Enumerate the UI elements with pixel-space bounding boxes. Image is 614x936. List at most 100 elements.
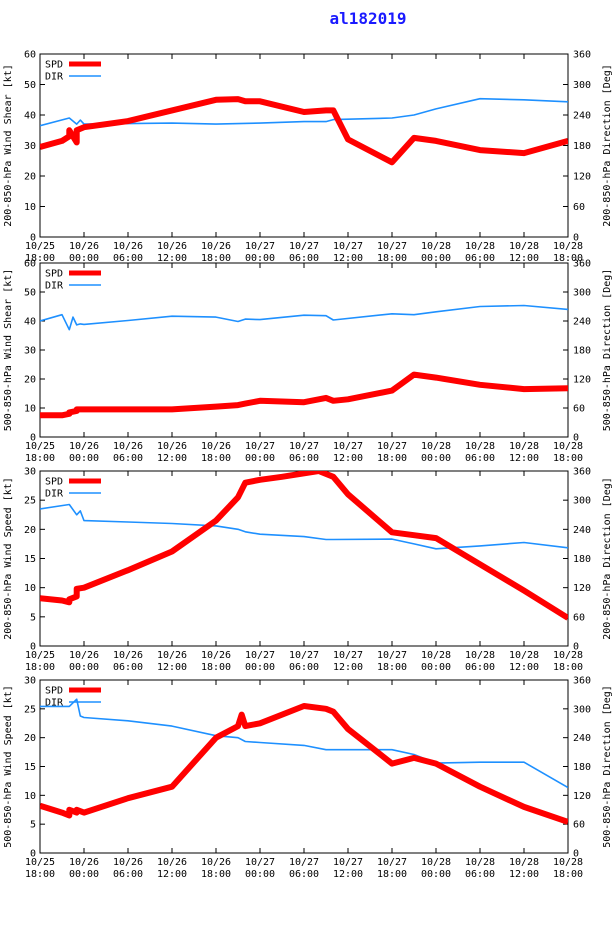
y-tick-label: 10 — [24, 404, 36, 415]
y-tick-label: 50 — [24, 288, 36, 299]
x-tick-label: 12:00 — [157, 662, 187, 673]
x-tick-label: 10/26 — [69, 441, 99, 452]
x-tick-label: 10/25 — [25, 241, 55, 252]
y2-tick-label: 360 — [573, 676, 591, 687]
x-tick-label: 10/26 — [69, 857, 99, 868]
y2-axis-label: 500-850-hPa Direction [Deg] — [602, 685, 613, 848]
y-tick-label: 60 — [24, 50, 36, 61]
y-axis-label: 200-850-hPa Wind Speed [kt] — [3, 477, 14, 640]
x-tick-label: 12:00 — [509, 662, 539, 673]
y2-tick-label: 360 — [573, 50, 591, 61]
x-tick-label: 10/27 — [245, 857, 275, 868]
x-tick-label: 00:00 — [421, 662, 451, 673]
x-tick-label: 18:00 — [25, 869, 55, 880]
y-tick-label: 50 — [24, 80, 36, 91]
x-tick-label: 06:00 — [289, 253, 319, 264]
x-tick-label: 00:00 — [245, 253, 275, 264]
x-tick-label: 10/27 — [333, 441, 363, 452]
y2-tick-label: 120 — [573, 791, 591, 802]
x-tick-label: 00:00 — [421, 869, 451, 880]
y-tick-label: 25 — [24, 704, 36, 715]
y2-tick-label: 240 — [573, 733, 591, 744]
y-tick-label: 40 — [24, 317, 36, 328]
x-tick-label: 12:00 — [333, 869, 363, 880]
y-tick-label: 40 — [24, 111, 36, 122]
x-tick-label: 10/27 — [377, 241, 407, 252]
x-tick-label: 06:00 — [289, 453, 319, 464]
x-tick-label: 10/27 — [377, 441, 407, 452]
x-tick-label: 10/26 — [201, 441, 231, 452]
y-tick-label: 10 — [24, 583, 36, 594]
x-tick-label: 06:00 — [113, 869, 143, 880]
y2-tick-label: 60 — [573, 202, 585, 213]
x-tick-label: 18:00 — [201, 662, 231, 673]
x-tick-label: 06:00 — [465, 253, 495, 264]
legend-label: DIR — [45, 698, 64, 709]
y2-tick-label: 0 — [573, 233, 579, 244]
y2-tick-label: 120 — [573, 583, 591, 594]
x-tick-label: 18:00 — [25, 253, 55, 264]
y-tick-label: 15 — [24, 762, 36, 773]
series-line-dir — [40, 97, 568, 127]
x-tick-label: 10/26 — [157, 857, 187, 868]
y2-axis-label: 500-850-hPa Direction [Deg] — [602, 269, 613, 432]
x-tick-label: 10/27 — [377, 650, 407, 661]
y-tick-label: 30 — [24, 346, 36, 357]
x-tick-label: 18:00 — [553, 453, 583, 464]
y2-tick-label: 300 — [573, 704, 591, 715]
x-tick-label: 00:00 — [69, 253, 99, 264]
y2-tick-label: 0 — [573, 849, 579, 860]
x-tick-label: 10/27 — [333, 241, 363, 252]
y2-tick-label: 360 — [573, 467, 591, 478]
x-tick-label: 00:00 — [69, 662, 99, 673]
x-tick-label: 12:00 — [333, 662, 363, 673]
x-tick-label: 12:00 — [157, 453, 187, 464]
x-tick-label: 06:00 — [113, 253, 143, 264]
x-tick-label: 00:00 — [245, 662, 275, 673]
y2-tick-label: 240 — [573, 525, 591, 536]
chart-title: al182019 — [329, 9, 407, 28]
x-tick-label: 12:00 — [157, 869, 187, 880]
legend-label: SPD — [45, 686, 63, 697]
y-tick-label: 20 — [24, 172, 36, 183]
x-tick-label: 10/28 — [553, 241, 583, 252]
x-tick-label: 12:00 — [333, 453, 363, 464]
x-tick-label: 10/26 — [69, 241, 99, 252]
y-tick-label: 0 — [30, 433, 36, 444]
x-tick-label: 10/26 — [201, 857, 231, 868]
x-tick-label: 10/27 — [333, 650, 363, 661]
x-tick-label: 06:00 — [113, 453, 143, 464]
series-line-dir — [40, 304, 568, 331]
x-tick-label: 18:00 — [377, 869, 407, 880]
x-tick-label: 10/26 — [157, 441, 187, 452]
x-tick-label: 00:00 — [421, 253, 451, 264]
y-axis-label: 500-850-hPa Wind Speed [kt] — [3, 685, 14, 848]
x-tick-label: 10/26 — [113, 857, 143, 868]
y-tick-label: 20 — [24, 375, 36, 386]
x-tick-label: 10/26 — [113, 241, 143, 252]
x-tick-label: 18:00 — [25, 662, 55, 673]
x-tick-label: 00:00 — [245, 869, 275, 880]
y-tick-label: 0 — [30, 849, 36, 860]
y2-tick-label: 60 — [573, 612, 585, 623]
x-tick-label: 10/28 — [421, 857, 451, 868]
x-tick-label: 10/27 — [245, 241, 275, 252]
x-tick-label: 00:00 — [421, 453, 451, 464]
x-tick-label: 10/28 — [421, 241, 451, 252]
x-tick-label: 18:00 — [553, 662, 583, 673]
y2-tick-label: 300 — [573, 288, 591, 299]
x-tick-label: 06:00 — [289, 662, 319, 673]
legend-label: SPD — [45, 269, 63, 280]
x-tick-label: 10/28 — [465, 441, 495, 452]
x-tick-label: 10/28 — [465, 241, 495, 252]
x-tick-label: 10/26 — [113, 650, 143, 661]
legend-label: DIR — [45, 489, 64, 500]
y-axis-label: 500-850-hPa Wind Shear [kt] — [3, 269, 14, 432]
y2-axis-label: 200-850-hPa Direction [Deg] — [602, 64, 613, 227]
x-tick-label: 18:00 — [377, 453, 407, 464]
x-tick-label: 10/28 — [421, 650, 451, 661]
x-tick-label: 10/28 — [465, 650, 495, 661]
y-tick-label: 10 — [24, 791, 36, 802]
